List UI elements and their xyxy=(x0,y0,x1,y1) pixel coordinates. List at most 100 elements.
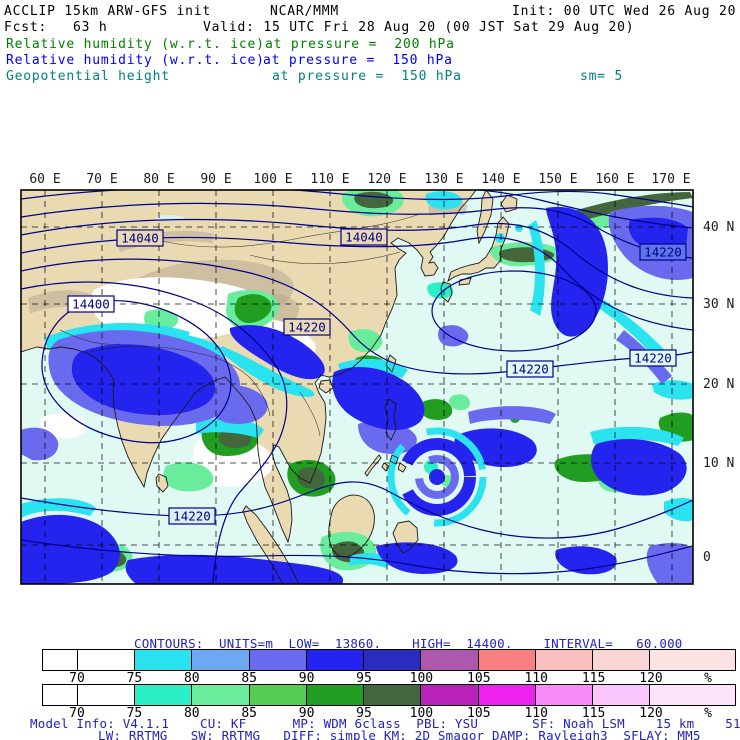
field1-level: at pressure = 200 hPa xyxy=(265,37,455,52)
axis-tick-label: 40 N xyxy=(703,220,734,235)
field3-label: Geopotential height xyxy=(6,69,170,84)
colorbar-tick-label: 100 xyxy=(409,706,434,721)
colorbar-tick-label: 100 xyxy=(409,671,434,686)
axis-tick-label: 120 E xyxy=(367,172,406,187)
colorbar-cell xyxy=(650,650,736,670)
colorbar-rh150 xyxy=(42,649,736,671)
colorbar-cell xyxy=(364,650,422,670)
colorbar-cell xyxy=(135,650,193,670)
latlon-grid xyxy=(21,190,693,584)
colorbar-tick-label: 75 xyxy=(126,706,143,721)
weather-map: 14040 14040 14400 14220 14220 14220 14220 14220… xyxy=(20,172,734,585)
axis-tick-label: 130 E xyxy=(424,172,463,187)
colorbar-tick-label: 110 xyxy=(524,706,548,721)
colorbar-cell xyxy=(43,685,78,705)
colorbar-cell xyxy=(306,685,365,705)
country-borders xyxy=(59,213,421,437)
contour-value-labels: 14040 14040 14400 14220 14220 14220 14220 14220 xyxy=(67,228,687,525)
axis-tick-label: 110 E xyxy=(310,172,349,187)
colorbar-tick-label: % xyxy=(704,671,712,686)
axis-tick-label: 150 E xyxy=(538,172,577,187)
colorbar-cell xyxy=(306,650,365,670)
contour-label-value: 14040 xyxy=(121,231,159,246)
colorbar-cell xyxy=(650,685,736,705)
contour-label-value: 14220 xyxy=(634,351,672,366)
colorbar-tick-label: 120 xyxy=(639,706,663,721)
colorbar-cell xyxy=(478,685,536,705)
colorbar-cell xyxy=(478,650,536,670)
field2-level: at pressure = 150 hPa xyxy=(263,53,453,68)
colorbar-tick-label: 105 xyxy=(467,706,491,721)
smoothing-value: sm= 5 xyxy=(580,69,624,84)
colorbar-cell xyxy=(192,650,250,670)
axis-tick-label: 10 N xyxy=(703,456,734,471)
colorbar-cell xyxy=(77,685,136,705)
org-name: NCAR/MMM xyxy=(270,4,340,19)
model-info-line2: LW: RRTMG SW: RRTMG DIFF: simple KM: 2D … xyxy=(98,728,701,740)
colorbar-cell xyxy=(421,650,479,670)
colorbar-tick-label: 90 xyxy=(298,671,315,686)
colorbar-tick-label: 115 xyxy=(581,706,606,721)
colorbar-rh150-ticks: 70 75 80 85 90 95 100 105 110 115 120% xyxy=(0,671,740,686)
contour-label-box xyxy=(506,360,554,378)
axis-tick-label: 60 E xyxy=(29,172,60,187)
colorbar-rh200-ticks: 70 75 80 85 90 95 100 105 110 115 120% xyxy=(0,706,740,721)
colorbar-tick-label: 95 xyxy=(356,671,372,686)
colorbar-cell xyxy=(535,685,594,705)
colorbar-tick-label: 90 xyxy=(298,706,315,721)
latitude-axis-labels: 40 N 30 N 20 N 10 N 0 xyxy=(703,220,734,565)
contour-label-box xyxy=(116,229,164,247)
colorbar-cell xyxy=(421,685,479,705)
colorbar-tick-label: 85 xyxy=(241,706,258,721)
colorbar-tick-label: 70 xyxy=(69,671,85,686)
colorbar-tick-label: 80 xyxy=(183,706,200,721)
axis-tick-label: 170 E xyxy=(651,172,690,187)
contour-info-line: CONTOURS: UNITS=m LOW= 13860. HIGH= 1440… xyxy=(134,636,683,651)
contour-label-value: 14400 xyxy=(72,297,110,312)
colorbar-cell xyxy=(77,650,136,670)
axis-tick-label: 30 N xyxy=(703,297,734,312)
colorbar-cell xyxy=(135,685,193,705)
forecast-hour: Fcst: 63 h xyxy=(4,20,108,35)
axis-tick-label: 80 E xyxy=(143,172,174,187)
colorbar-tick-label: 120 xyxy=(639,671,663,686)
field1-label: Relative humidity (w.r.t. ice) xyxy=(6,37,265,52)
contour-label-box xyxy=(639,243,687,261)
contour-label-value: 14220 xyxy=(511,362,549,377)
rh150-shading-layer xyxy=(21,191,693,584)
axis-tick-label: 70 E xyxy=(86,172,117,187)
axis-tick-label: 140 E xyxy=(481,172,520,187)
init-time: Init: 00 UTC Wed 26 Aug 20 xyxy=(512,4,737,19)
longitude-axis-labels: 60 E 70 E 80 E 90 E 100 E 110 E 120 E 130 E 140 … xyxy=(29,172,690,187)
axis-tick-label: 0 xyxy=(703,550,711,565)
axis-tick-label: 90 E xyxy=(200,172,231,187)
contour-label-box xyxy=(168,507,216,525)
colorbar-cell xyxy=(364,685,422,705)
map-frame xyxy=(20,189,694,585)
model-title: ACCLIP 15km ARW-GFS init xyxy=(4,4,212,19)
contour-label-value: 14220 xyxy=(644,245,682,260)
contour-label-box xyxy=(283,318,331,336)
colorbar-cell xyxy=(593,650,651,670)
colorbar-rh200 xyxy=(42,684,736,706)
valid-time: Valid: 15 UTC Fri 28 Aug 20 (00 JST Sat … xyxy=(203,20,635,35)
colorbar-cell xyxy=(535,650,594,670)
contour-label-value: 14040 xyxy=(345,230,383,245)
colorbar-cell xyxy=(593,685,651,705)
contour-label-box xyxy=(67,295,115,313)
colorbar-tick-label: 105 xyxy=(467,671,491,686)
colorbar-cell xyxy=(249,685,307,705)
colorbar-tick-label: 115 xyxy=(581,671,606,686)
contour-label-value: 14220 xyxy=(288,320,326,335)
model-info-line1: Model Info: V4.1.1 CU: KF MP: WDM 6class… xyxy=(30,716,740,731)
colorbar-cell xyxy=(43,650,78,670)
colorbar-tick-label: 95 xyxy=(356,706,372,721)
axis-tick-label: 20 N xyxy=(703,377,734,392)
contour-label-value: 14220 xyxy=(173,509,211,524)
colorbar-tick-label: % xyxy=(704,706,712,721)
field2-label: Relative humidity (w.r.t. ice) xyxy=(6,53,265,68)
axis-tick-label: 160 E xyxy=(595,172,634,187)
colorbar-tick-label: 110 xyxy=(524,671,548,686)
height-contours xyxy=(21,190,693,584)
